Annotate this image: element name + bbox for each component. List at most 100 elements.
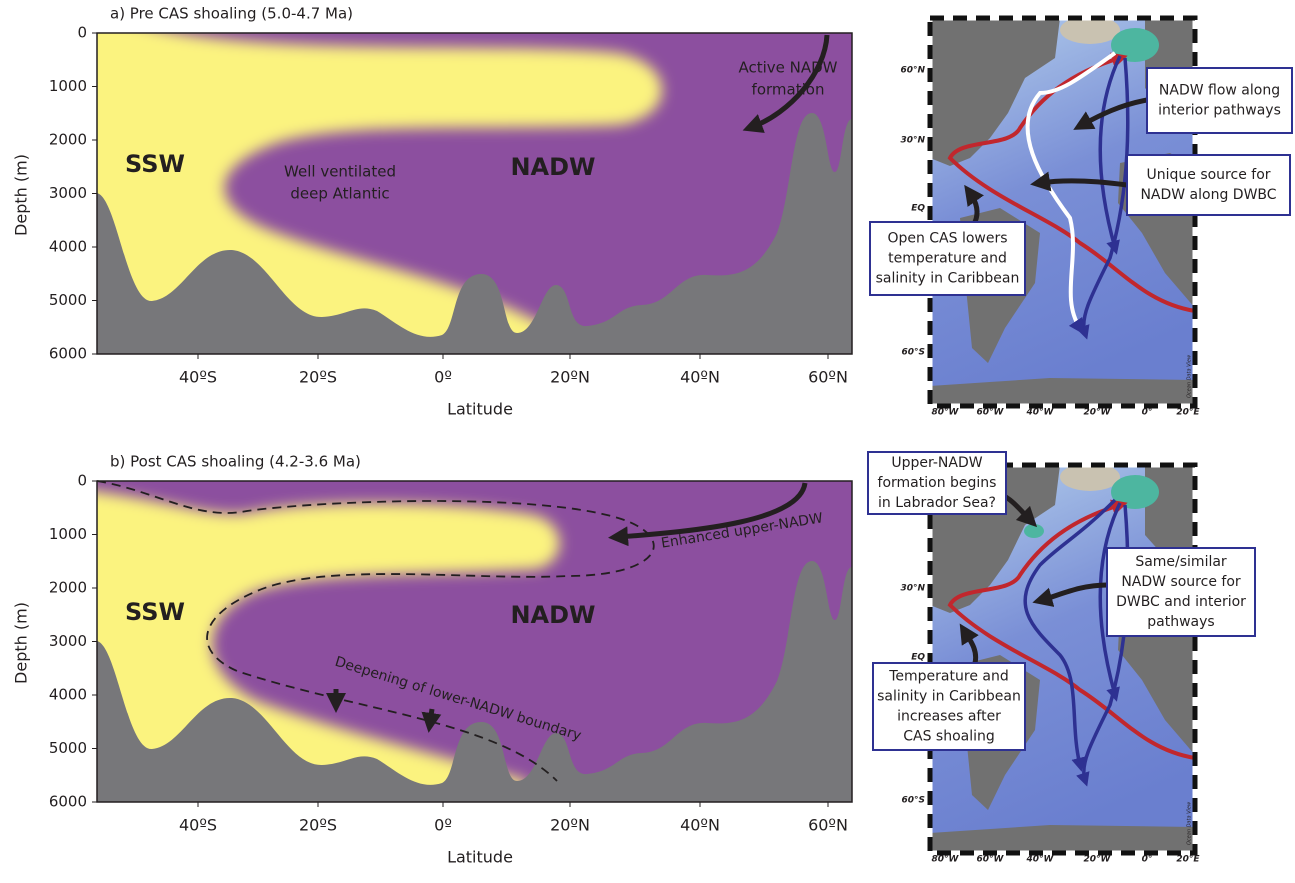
labrador-source — [1024, 524, 1044, 538]
deep-current — [1098, 502, 1122, 702]
callout-arrow — [1073, 97, 1148, 130]
lat-label: 30°N — [900, 584, 925, 594]
y-tick-label: 6000 — [49, 345, 87, 363]
lon-label: 0° — [1142, 855, 1153, 865]
callout-arrow — [959, 623, 979, 664]
callout-text: Unique source for — [1146, 167, 1270, 183]
land — [1118, 600, 1195, 755]
callout-text: Open CAS lowers — [887, 231, 1007, 247]
callout-text: increases after — [897, 709, 1001, 725]
map-frame — [927, 15, 1198, 409]
lon-label: 20°E — [1176, 408, 1200, 418]
callout-text: DWBC and interior — [1116, 594, 1246, 610]
y-tick-label: 3000 — [49, 632, 87, 650]
dwbc — [1023, 498, 1117, 772]
callout-text: Same/similar — [1135, 554, 1227, 570]
lon-label: 60°W — [977, 408, 1005, 418]
callout-box — [867, 451, 1007, 515]
callout-box — [1106, 547, 1256, 637]
x-tick-label: 40ºS — [179, 368, 217, 387]
y-tick-label: 0 — [77, 24, 87, 42]
x-tick-label: 20ºS — [299, 368, 337, 387]
y-tick-label: 4000 — [49, 238, 87, 256]
callout-text: NADW along DWBC — [1140, 187, 1276, 203]
lat-label: EQ — [911, 204, 925, 214]
lon-label: 20°E — [1176, 855, 1200, 865]
lon-label: 40°W — [1026, 408, 1055, 418]
callout-text: NADW flow along — [1159, 83, 1280, 99]
y-tick-label: 4000 — [49, 686, 87, 704]
callout-text: NADW source for — [1121, 574, 1241, 590]
annotation: formation — [752, 81, 825, 99]
map-frame — [927, 462, 1198, 856]
annotation: deep Atlantic — [290, 185, 389, 203]
plot-area — [97, 33, 852, 354]
dwbc — [1025, 51, 1117, 335]
lon-label: 0° — [1142, 408, 1153, 418]
cross-section: a) Pre CAS shoaling (5.0-4.7 Ma) 0 1000 200… — [12, 5, 853, 419]
lon-label: 80°W — [932, 408, 960, 418]
cross-section: b) Post CAS shoaling (4.2-3.6 Ma) 0 1000 20… — [12, 453, 853, 867]
nadw-label: NADW — [510, 601, 595, 629]
y-tick-label: 5000 — [49, 291, 87, 309]
plot-area — [97, 481, 852, 802]
lon-label: 40°W — [1026, 855, 1055, 865]
y-tick-label: 1000 — [49, 77, 87, 95]
bathymetry — [97, 561, 852, 802]
y-tick-label: 3000 — [49, 184, 87, 202]
callout-arrow — [964, 184, 984, 223]
x-axis-label: Latitude — [447, 848, 513, 867]
lat-label: 30°N — [900, 136, 925, 146]
callout-text: interior pathways — [1158, 103, 1281, 119]
warm-current — [947, 52, 1196, 313]
lat-label: 60°S — [901, 348, 925, 358]
callout-box — [872, 662, 1026, 751]
y-tick-label: 6000 — [49, 793, 87, 811]
y-tick-label: 2000 — [49, 131, 87, 149]
x-tick-label: 60ºN — [808, 816, 848, 835]
x-tick-label: 40ºN — [680, 816, 720, 835]
callout-box — [869, 221, 1026, 296]
bathymetry — [97, 113, 852, 354]
lon-label: 80°W — [932, 855, 960, 865]
map: 30°N EQ 60°S 80°W 60°W 40°W 20°W 0° 20°E Ocean Da… — [900, 462, 1200, 865]
arrow — [608, 482, 808, 547]
nadw-label: NADW — [510, 153, 595, 181]
callout-text: temperature and — [888, 251, 1007, 267]
callout-text: CAS shoaling — [903, 729, 995, 745]
ssw-label: SSW — [125, 598, 185, 626]
x-tick-label: 40ºS — [179, 816, 217, 835]
callout-text: in Labrador Sea? — [878, 495, 996, 511]
callout-arrow — [1030, 171, 1128, 192]
y-axis-label: Depth (m) — [12, 154, 31, 236]
callout-text: salinity in Caribbean — [876, 271, 1020, 287]
lat-label: 60°N — [900, 66, 925, 76]
callout-box — [1146, 67, 1293, 134]
ssw-label: SSW — [125, 150, 185, 178]
x-tick-label: 20ºS — [299, 816, 337, 835]
arrow — [742, 34, 830, 133]
lon-label: 20°W — [1084, 408, 1112, 418]
callout-text: Temperature and — [888, 669, 1008, 685]
x-tick-label: 20ºN — [550, 368, 590, 387]
callout-text: pathways — [1147, 614, 1214, 630]
greenland — [1060, 16, 1120, 44]
callout-arrow — [1032, 582, 1108, 607]
lat-label: EQ — [911, 653, 925, 663]
x-tick-label: 40ºN — [680, 368, 720, 387]
y-axis-label: Depth (m) — [12, 602, 31, 684]
annotation: Well ventilated — [284, 163, 396, 181]
y-tick-label: 0 — [77, 472, 87, 490]
greenland — [1060, 463, 1120, 491]
arrow — [421, 708, 442, 733]
callout-text: Upper-NADW — [891, 455, 982, 471]
y-tick-label: 5000 — [49, 739, 87, 757]
x-tick-label: 0º — [434, 368, 452, 387]
callout-box — [1126, 154, 1291, 216]
panel-title: b) Post CAS shoaling (4.2-3.6 Ma) — [110, 453, 361, 471]
land — [930, 825, 1195, 853]
land — [930, 378, 1195, 406]
y-tick-label: 1000 — [49, 525, 87, 543]
lat-label: 60°S — [901, 796, 925, 806]
y-tick-label: 2000 — [49, 579, 87, 597]
